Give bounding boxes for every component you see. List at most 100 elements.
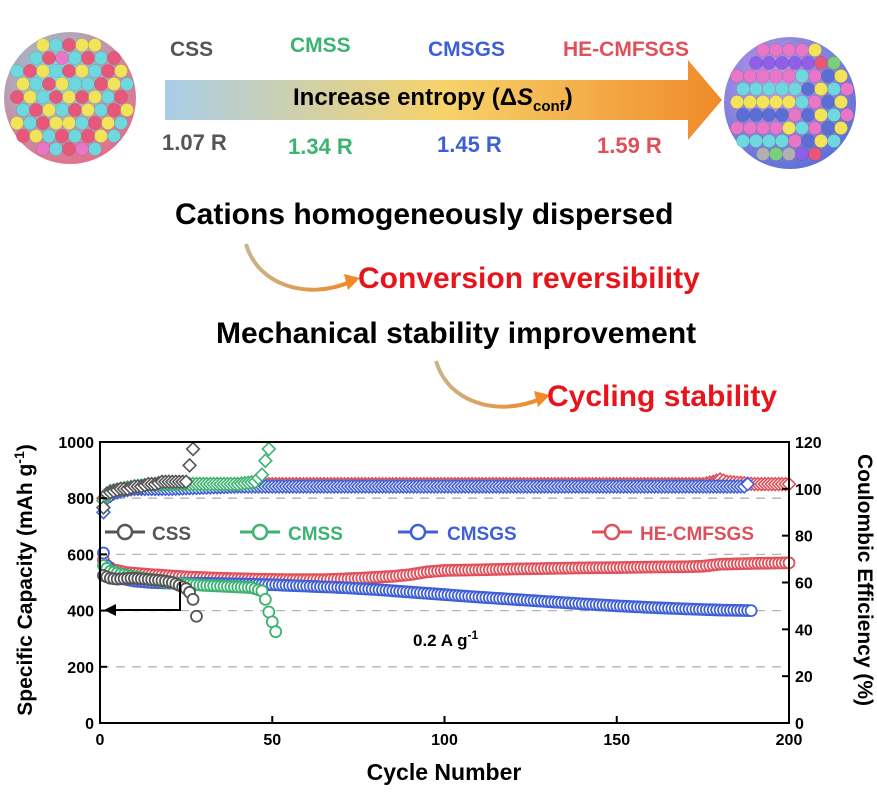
atom-ball [808, 43, 822, 57]
atom-ball [29, 51, 43, 65]
atom-ball [801, 82, 815, 96]
legend-label-he-cmfsgs: HE-CMFSGS [640, 524, 754, 545]
capacity-point-cmsgs [744, 604, 758, 618]
atom-ball [821, 69, 835, 83]
statement-cations-dispersed: Cations homogeneously dispersed [175, 198, 674, 231]
atom-ball [29, 77, 43, 91]
entropy-cmsgs: 1.45 R [437, 132, 502, 157]
atom-ball [16, 103, 30, 117]
y-right-tick-label: 40 [795, 622, 813, 639]
atom-ball [62, 38, 76, 52]
y-left-tick-label: 400 [67, 604, 94, 621]
ce-point-css [178, 474, 194, 490]
atom-ball [81, 103, 95, 117]
right-nanoparticle-sphere [724, 37, 856, 169]
ce-point-cmss [257, 453, 273, 469]
atom-ball [782, 147, 796, 161]
atom-ball [788, 82, 802, 96]
atom-ball [821, 121, 835, 135]
legend-label-cmsgs: CMSGS [447, 524, 517, 545]
atom-ball [68, 51, 82, 65]
atom-ball [756, 43, 770, 57]
legend-label-cmss: CMSS [288, 524, 343, 545]
atom-ball [795, 147, 809, 161]
label-cmss: CMSS [290, 34, 351, 57]
atom-ball [68, 129, 82, 143]
atom-ball [88, 90, 102, 104]
legend-item-cmsgs: CMSGS [398, 523, 517, 545]
atom-ball [81, 51, 95, 65]
atom-ball [36, 142, 50, 156]
atom-ball [834, 69, 848, 83]
atom-ball [801, 56, 815, 70]
atom-ball [88, 64, 102, 78]
atom-ball [107, 51, 121, 65]
capacity-point-cmss [258, 592, 272, 606]
header-graphics [4, 32, 856, 169]
legend-item-he-cmfsgs: HE-CMFSGS [592, 523, 754, 545]
atom-ball [775, 134, 789, 148]
atom-ball [749, 56, 763, 70]
y-right-tick-label: 60 [795, 576, 813, 593]
atom-ball [88, 38, 102, 52]
atom-ball [68, 77, 82, 91]
x-axis-label: Cycle Number [367, 759, 522, 785]
atom-ball [42, 103, 56, 117]
atom-ball [808, 69, 822, 83]
atom-ball [743, 121, 757, 135]
atom-ball [801, 134, 815, 148]
atom-ball [762, 134, 776, 148]
y-axis-right-label: Coulombic Efficiency (%) [853, 454, 876, 706]
atom-ball [749, 134, 763, 148]
atom-ball [62, 142, 76, 156]
atom-ball [795, 69, 809, 83]
atom-ball [75, 90, 89, 104]
atom-ball [782, 95, 796, 109]
atom-ball [62, 116, 76, 130]
arrow-text: Increase entropy ( [293, 84, 500, 111]
atom-ball [107, 103, 121, 117]
y-left-tick-label: 600 [67, 547, 94, 564]
atom-ball [49, 142, 63, 156]
atom-ball [94, 103, 108, 117]
atom-ball [101, 64, 115, 78]
atom-ball [769, 95, 783, 109]
atom-ball [114, 90, 128, 104]
atom-ball [756, 95, 770, 109]
atom-ball [788, 56, 802, 70]
entropy-sub: conf [533, 97, 565, 115]
x-tick-label: 50 [263, 732, 281, 749]
atom-ball [814, 108, 828, 122]
atom-ball [36, 64, 50, 78]
atom-ball [749, 108, 763, 122]
atom-ball [730, 121, 744, 135]
arrow-close: ) [564, 84, 573, 111]
label-he-cmfsgs: HE-CMFSGS [563, 38, 689, 61]
label-cmsgs: CMSGS [428, 38, 506, 61]
statement-mechanical-stability: Mechanical stability improvement [216, 317, 697, 350]
atom-ball [75, 142, 89, 156]
result-cycling-stability: Cycling stability [547, 380, 778, 413]
atom-ball [10, 64, 24, 78]
atom-ball [769, 69, 783, 83]
atom-ball [808, 121, 822, 135]
entropy-he-cmfsgs: 1.59 R [597, 133, 662, 158]
atom-ball [834, 121, 848, 135]
entropy-css: 1.07 R [162, 130, 227, 155]
atom-ball [62, 64, 76, 78]
atom-ball [55, 77, 69, 91]
atom-ball [827, 134, 841, 148]
delta-symbol: Δ [499, 84, 517, 111]
cycling-chart: 0 50 100 150 2000200400600800100002040608010… [11, 435, 876, 785]
atom-ball [801, 108, 815, 122]
atom-ball [736, 134, 750, 148]
atom-ball [94, 77, 108, 91]
atom-ball [808, 95, 822, 109]
atom-ball [775, 56, 789, 70]
atom-ball [782, 121, 796, 135]
x-tick-label: 200 [776, 732, 803, 749]
atom-ball [23, 64, 37, 78]
atom-ball [23, 116, 37, 130]
atom-ball [827, 82, 841, 96]
atom-ball [743, 69, 757, 83]
